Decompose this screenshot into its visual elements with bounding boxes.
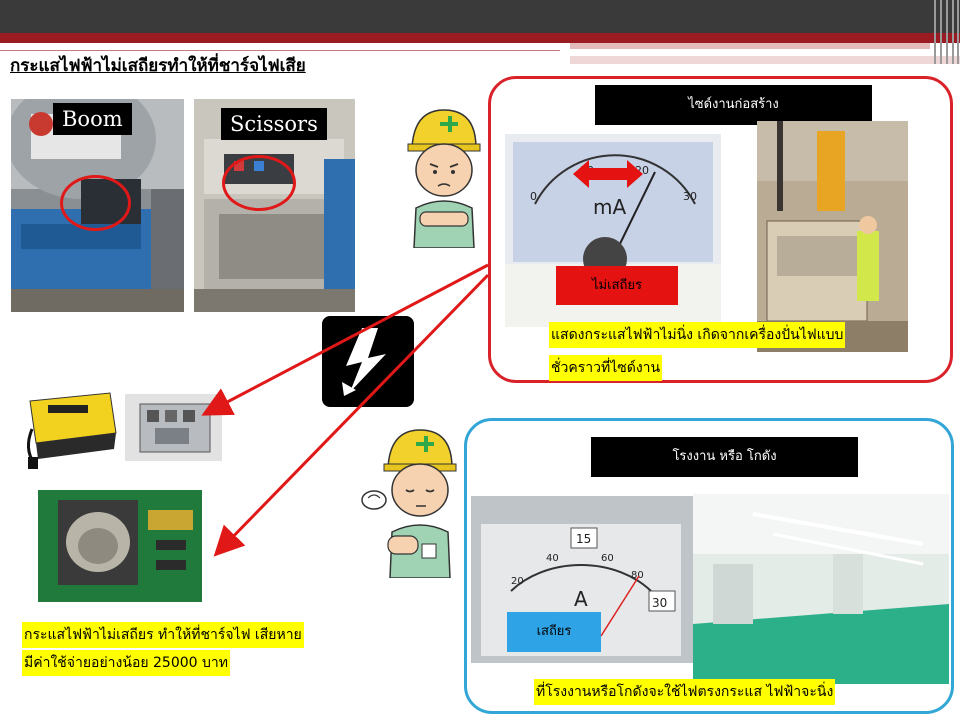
scissors-tag: Scissors (221, 108, 327, 140)
factory-caption: ที่โรงงานหรือโกดังจะใช้ไฟตรงกระแส ไฟฟ้าจ… (534, 679, 836, 705)
svg-text:A: A (574, 587, 588, 611)
header-red-bar (0, 33, 960, 43)
factory-label: โรงงาน หรือ โกดัง (591, 437, 858, 477)
charger-photo (18, 389, 120, 471)
boom-highlight-circle (60, 175, 131, 231)
damage-caption-line-2: มีค่าใช้จ่ายอย่างน้อย 25000 บาท (22, 650, 230, 676)
header-dark-bar (0, 0, 960, 33)
factory-interior-photo (693, 494, 949, 684)
burnt-board-photo (38, 490, 202, 602)
damage-caption-line-1: กระแสไฟฟ้าไม่เสถียร ทำให้ที่ชาร์จไฟ เสีย… (22, 622, 304, 648)
fluctuation-arrow-icon (573, 160, 643, 188)
circuit-module-photo (125, 394, 222, 461)
svg-text:40: 40 (546, 553, 559, 564)
header-stripes (932, 0, 960, 64)
slide-title: กระแสไฟฟ้าไม่เสถียรทำให้ที่ชาร์จไฟเสีย (10, 56, 306, 76)
factory-box (464, 418, 954, 714)
svg-text:60: 60 (601, 553, 614, 564)
header-light-bar (570, 43, 930, 49)
boom-tag: Boom (53, 103, 132, 135)
svg-text:15: 15 (576, 532, 591, 546)
construction-site-box (488, 76, 953, 383)
scissors-highlight-circle (222, 155, 296, 211)
construction-caption-line-2: ชั่วคราวที่ไซด์งาน (549, 355, 663, 381)
svg-text:30: 30 (683, 190, 697, 203)
header-light-bar-2 (570, 56, 960, 64)
construction-caption-line-1: แสดงกระแสไฟฟ้าไม่นิ่ง เกิดจากเครื่องปั่น… (549, 322, 846, 348)
relieved-worker-icon (358, 428, 468, 579)
svg-text:20: 20 (511, 576, 524, 587)
construction-generator-photo (757, 121, 908, 352)
lightning-warning-icon (322, 316, 414, 407)
worried-worker-icon (404, 108, 484, 249)
stable-status-tag: เสถียร (507, 612, 601, 652)
svg-text:mA: mA (593, 195, 626, 219)
svg-text:0: 0 (530, 190, 537, 203)
svg-text:30: 30 (652, 596, 667, 610)
construction-label: ไซด์งานก่อสร้าง (595, 85, 872, 125)
svg-text:80: 80 (631, 570, 644, 581)
header-thin-line (0, 50, 560, 51)
unstable-status-tag: ไม่เสถียร (556, 266, 678, 305)
